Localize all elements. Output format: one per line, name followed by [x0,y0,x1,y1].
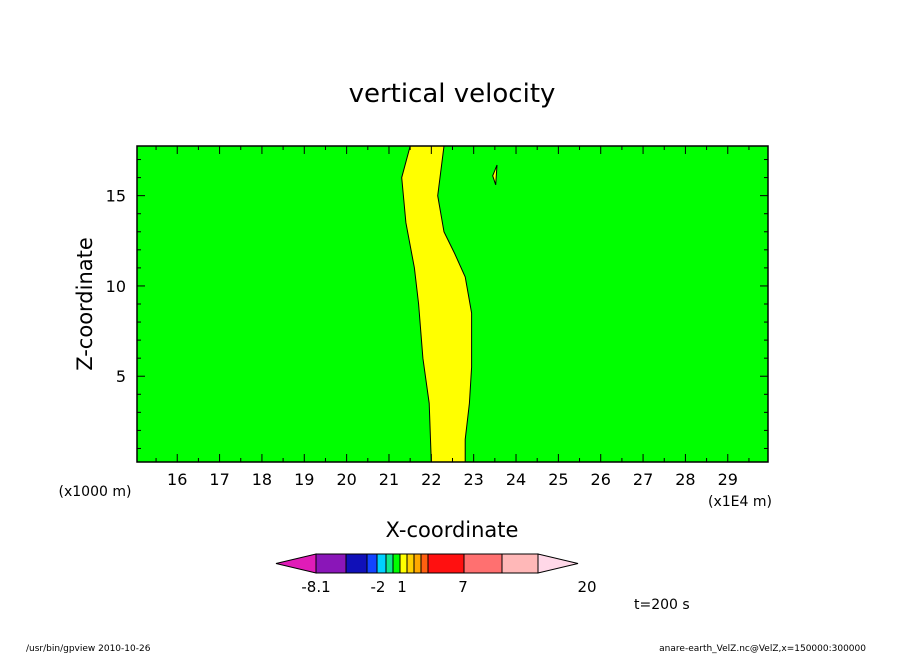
colorbar-arrow-high [537,553,579,574]
colorbar-segment [413,553,422,574]
y-axis-label: Z-coordinate [73,237,97,371]
footer-right: anare-earth_VelZ.nc@VelZ,x=150000:300000 [659,644,866,654]
colorbar-segment [376,553,387,574]
x-tick-label: 18 [252,470,272,489]
colorbar-segment [420,553,429,574]
colorbar-segment [366,553,378,574]
x-tick-label: 20 [336,470,356,489]
colorbar-tick-label: -2 [371,578,386,596]
colorbar-segment [463,553,503,574]
y-unit-label: (x1000 m) [59,484,132,500]
footer-left: /usr/bin/gpview 2010-10-26 [26,644,151,654]
colorbar-tick-label: 20 [577,578,596,596]
x-tick-label: 29 [718,470,738,489]
colorbar-segment [399,553,408,574]
x-axis-label: X-coordinate [386,518,519,542]
colorbar-tick-label: 1 [397,578,407,596]
x-unit-label: (x1E4 m) [708,494,772,510]
updraft-band [401,145,473,463]
colorbar-segment [392,553,401,574]
x-tick-label: 16 [167,470,187,489]
colorbar-segment [345,553,368,574]
small-contour [492,164,498,185]
time-label: t=200 s [634,597,690,613]
colorbar-tick-label: 7 [458,578,468,596]
colorbar-segment [501,553,539,574]
y-tick-label: 15 [106,187,126,206]
chart-title: vertical velocity [349,79,556,109]
x-tick-label: 26 [591,470,611,489]
plot-area [136,145,769,463]
y-tick-label: 10 [106,277,126,296]
x-tick-label: 25 [548,470,568,489]
x-tick-label: 24 [506,470,526,489]
x-tick-label: 22 [421,470,441,489]
colorbar-segment [385,553,394,574]
x-axis: 16 17 18 19 20 21 22 23 24 25 26 27 28 29 [155,146,750,489]
y-axis: 5 10 15 [106,159,768,449]
x-tick-label: 17 [209,470,229,489]
colorbar-arrow-low [275,553,317,574]
colorbar-segment [427,553,465,574]
colorbar-tick-label: -8.1 [301,578,330,596]
x-tick-label: 19 [294,470,314,489]
colorbar-segment [406,553,415,574]
x-tick-label: 21 [379,470,399,489]
colorbar-segment [315,553,347,574]
colorbar: -8.1 -2 1 7 20 [275,553,597,596]
x-tick-label: 28 [675,470,695,489]
x-tick-label: 23 [463,470,483,489]
y-tick-label: 5 [116,367,126,386]
x-tick-label: 27 [633,470,653,489]
